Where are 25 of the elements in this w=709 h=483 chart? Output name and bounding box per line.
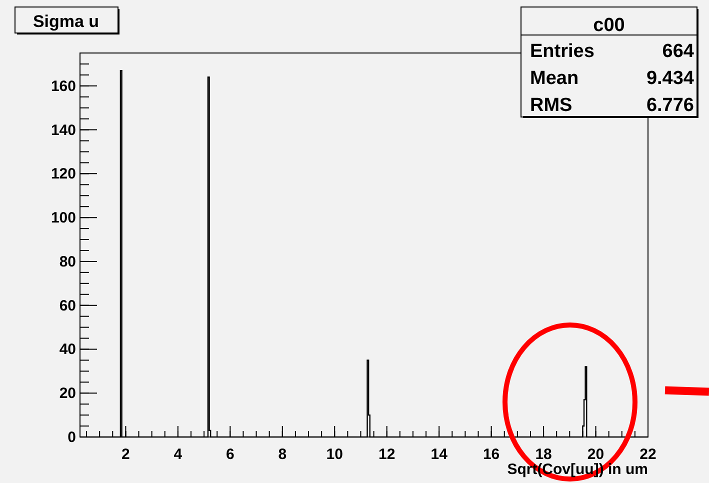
x-tick-label: 6 xyxy=(226,446,234,463)
x-tick-label: 14 xyxy=(430,446,448,463)
x-tick-label: 20 xyxy=(587,446,604,463)
x-tick-label: 4 xyxy=(174,446,183,463)
y-tick-label: 40 xyxy=(59,341,76,358)
y-tick-label: 120 xyxy=(50,166,76,183)
text: RMS 6.776 xyxy=(530,95,694,116)
chart-title: Sigma u xyxy=(32,12,100,31)
y-tick-label: 0 xyxy=(68,429,76,446)
x-tick-label: 8 xyxy=(278,446,287,463)
text: c00 xyxy=(593,15,625,36)
x-tick-label: 18 xyxy=(535,446,552,463)
y-tick-label: 80 xyxy=(59,253,76,270)
text: Entries 664 xyxy=(530,41,694,62)
x-tick-label: 22 xyxy=(640,446,656,463)
x-tick-label: 2 xyxy=(122,446,130,463)
y-tick-label: 20 xyxy=(59,385,76,402)
text: Mean 9.434 xyxy=(530,68,694,89)
y-tick-label: 100 xyxy=(50,210,76,227)
x-tick-label: 10 xyxy=(326,446,343,463)
x-tick-label: 12 xyxy=(378,446,396,463)
y-tick-label: 140 xyxy=(50,122,76,139)
y-tick-label: 60 xyxy=(59,297,76,314)
y-tick-label: 160 xyxy=(50,78,76,95)
x-tick-label: 16 xyxy=(482,446,500,463)
